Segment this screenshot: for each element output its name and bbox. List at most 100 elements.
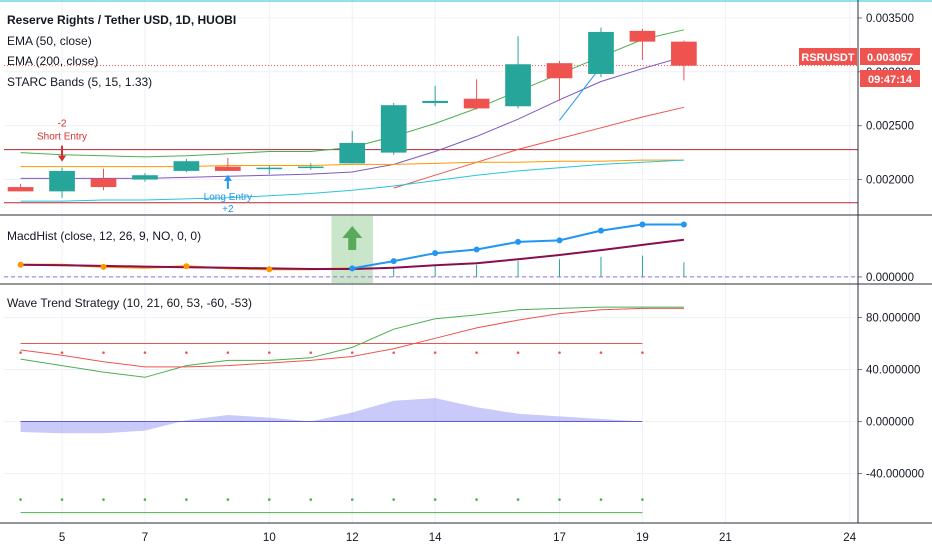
legend-starc[interactable]: STARC Bands (5, 15, 1.33) bbox=[7, 75, 152, 89]
wave-trend-pane[interactable] bbox=[19, 306, 684, 514]
wt-level-dot bbox=[102, 351, 105, 354]
y-tick-label: 0.000000 bbox=[866, 272, 914, 284]
wt-level-dot bbox=[185, 498, 188, 501]
candle-body[interactable] bbox=[546, 63, 573, 79]
candle-body[interactable] bbox=[297, 166, 324, 169]
series-line-6 bbox=[559, 66, 602, 121]
wt-level-dot bbox=[475, 351, 478, 354]
series-line-1 bbox=[20, 56, 685, 179]
x-tick-label: 19 bbox=[636, 532, 649, 544]
candle-body[interactable] bbox=[463, 98, 490, 109]
candle-body[interactable] bbox=[215, 166, 241, 171]
wt2-line bbox=[20, 307, 684, 368]
wt-level-dot bbox=[599, 498, 603, 501]
wt-level-dot bbox=[268, 351, 271, 354]
wt-level-dot bbox=[143, 351, 147, 354]
candle-body[interactable] bbox=[49, 170, 75, 192]
y-tick-label: 0.002500 bbox=[866, 121, 914, 133]
x-tick-label: 17 bbox=[553, 532, 566, 544]
wt-level-dot bbox=[558, 351, 561, 354]
candle-body[interactable] bbox=[339, 142, 366, 164]
macd-pane[interactable] bbox=[4, 216, 858, 283]
macd-point bbox=[390, 258, 397, 265]
wt-legend[interactable]: Wave Trend Strategy (10, 21, 60, 53, -60… bbox=[7, 296, 252, 310]
candle-body[interactable] bbox=[588, 31, 614, 74]
legend-ema50[interactable]: EMA (50, close) bbox=[7, 34, 92, 48]
candle-body[interactable] bbox=[132, 175, 158, 180]
svg-text:0.003057: 0.003057 bbox=[867, 52, 913, 64]
y-tick-label: 0.003500 bbox=[866, 13, 914, 25]
candle-body[interactable] bbox=[422, 100, 448, 104]
macd-point bbox=[515, 238, 522, 245]
x-tick-label: 12 bbox=[346, 532, 359, 544]
x-tick-label: 10 bbox=[263, 532, 276, 544]
macd-point bbox=[349, 265, 356, 272]
macd-point bbox=[680, 221, 687, 228]
x-tick-label: 7 bbox=[142, 532, 148, 544]
y-tick-label: 0.002000 bbox=[866, 175, 914, 187]
wt-level-dot bbox=[392, 351, 395, 354]
wt-level-dot bbox=[226, 498, 230, 501]
wt-level-dot bbox=[516, 351, 520, 354]
candle-body[interactable] bbox=[671, 41, 697, 66]
candle-body[interactable] bbox=[629, 30, 656, 42]
candle-body[interactable] bbox=[90, 178, 117, 188]
short-signal-label: Short Entry bbox=[37, 132, 87, 143]
candle-body[interactable] bbox=[505, 64, 531, 107]
big-up-arrow-icon bbox=[342, 226, 363, 250]
wt-level-dot bbox=[226, 351, 230, 354]
y-tick-label: 0.000000 bbox=[866, 417, 914, 429]
y-tick-label: -40.000000 bbox=[866, 469, 924, 481]
macd-legend[interactable]: MacdHist (close, 12, 26, 9, NO, 0, 0) bbox=[7, 229, 201, 243]
wt-level-dot bbox=[558, 498, 561, 501]
wt-level-dot bbox=[433, 498, 437, 501]
wt-level-dot bbox=[309, 351, 313, 354]
arrow-down-icon bbox=[58, 145, 67, 162]
wt-level-dot bbox=[350, 351, 354, 354]
candle-body[interactable] bbox=[173, 161, 200, 171]
x-tick-label: 5 bbox=[59, 532, 65, 544]
wt-level-dot bbox=[19, 351, 22, 354]
x-tick-label: 24 bbox=[843, 532, 856, 544]
long-signal-label: Long Entry bbox=[204, 192, 252, 203]
wt-level-dot bbox=[185, 351, 188, 354]
price-pane[interactable]: -2 Short Entry Long Entry+2 bbox=[4, 27, 858, 215]
chart-title: Reserve Rights / Tether USD, 1D, HUOBI bbox=[7, 13, 236, 27]
wt-level-dot bbox=[433, 351, 437, 354]
short-signal-text: -2 bbox=[58, 119, 67, 130]
y-tick-label: 40.000000 bbox=[866, 365, 920, 377]
macd-point bbox=[639, 221, 646, 228]
macd-point bbox=[473, 246, 480, 253]
series-line-4 bbox=[20, 159, 684, 202]
wt-level-dot bbox=[19, 498, 22, 501]
long-signal-text: +2 bbox=[222, 204, 234, 215]
x-tick-label: 21 bbox=[719, 532, 732, 544]
wt-level-dot bbox=[599, 351, 603, 354]
wt-level-dot bbox=[641, 351, 644, 354]
wt-level-dot bbox=[350, 498, 354, 501]
wt-level-dot bbox=[392, 498, 395, 501]
svg-text:RSRUSDT: RSRUSDT bbox=[801, 52, 854, 64]
y-tick-label: 80.000000 bbox=[866, 313, 920, 325]
candle-body[interactable] bbox=[380, 105, 407, 153]
candle-body[interactable] bbox=[7, 187, 34, 192]
wt-level-dot bbox=[475, 498, 478, 501]
last-price-badge: 0.003057 bbox=[860, 48, 920, 65]
macd-point bbox=[100, 263, 107, 270]
wt1-line bbox=[20, 306, 684, 378]
x-tick-label: 14 bbox=[429, 532, 442, 544]
countdown-badge: 09:47:14 bbox=[860, 70, 920, 87]
wt-level-dot bbox=[102, 498, 105, 501]
series-line-3 bbox=[20, 159, 684, 168]
wt-level-dot bbox=[60, 351, 64, 354]
macd-point bbox=[266, 266, 273, 273]
candle-body[interactable] bbox=[256, 167, 283, 170]
wt-level-dot bbox=[309, 498, 313, 501]
wt-level-dot bbox=[268, 498, 271, 501]
macd-point bbox=[556, 237, 563, 244]
macd-point bbox=[432, 250, 439, 257]
legend-ema200[interactable]: EMA (200, close) bbox=[7, 54, 98, 68]
wt-level-dot bbox=[641, 498, 644, 501]
